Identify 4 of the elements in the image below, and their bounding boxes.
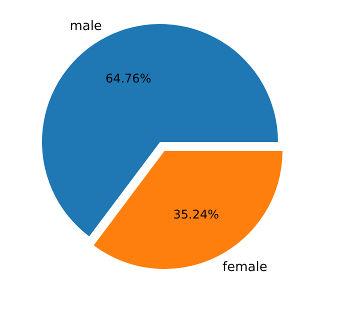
slice-label: female	[222, 260, 268, 276]
data-label: 35.24%	[173, 207, 220, 222]
data-label: 64.76%	[105, 72, 152, 86]
slice-label: male	[70, 18, 102, 34]
